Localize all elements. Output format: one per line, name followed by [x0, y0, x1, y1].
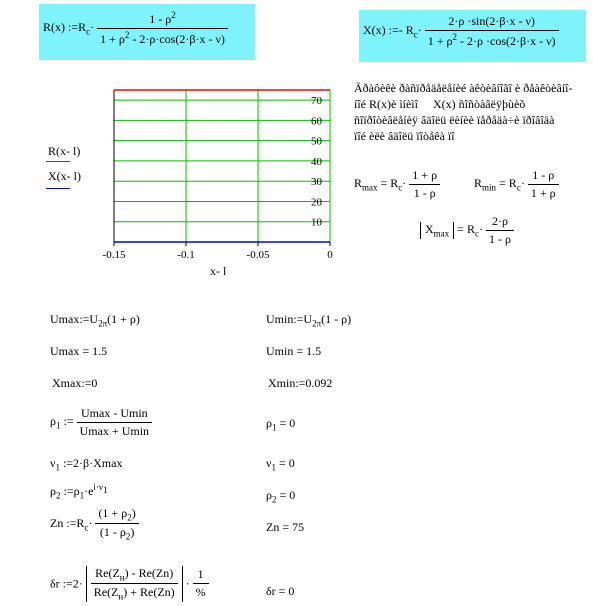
rho1-definition[interactable]: ρ1 := Umax - Umin Umax + Umin — [50, 406, 153, 439]
rx-formula: R(x) :=Rc· 1 - ρ2 1 + ρ2 - 2·ρ·cos(2·β·x… — [43, 10, 228, 47]
rx-formula-region[interactable] — [39, 4, 255, 60]
x-tick-label: 0 — [327, 249, 333, 261]
y-tick-label: 10 — [311, 217, 323, 229]
xmax-formula: Xmax = Rc· 2·ρ 1 - ρ — [420, 214, 514, 247]
rho1-result: ρ1 = 0 — [266, 416, 296, 433]
y-tick-label: 40 — [311, 156, 323, 168]
legend-x-line — [46, 188, 70, 189]
legend-r-label: R(x- l) — [48, 144, 81, 158]
umin-result: Umin = 1.5 — [266, 344, 322, 358]
r-x-chart[interactable]: 10 20 30 40 50 60 70 -0.15 -0.1 -0.05 0 — [40, 80, 340, 270]
y-tick-label: 70 — [311, 95, 323, 107]
rho2-definition[interactable]: ρ2 :=ρ1·ei·ν1 — [50, 482, 108, 501]
xmax-definition[interactable]: Xmax:=0 — [52, 376, 98, 390]
legend-r-line — [46, 161, 70, 162]
y-tick-label: 50 — [311, 136, 323, 148]
y-tick-label: 30 — [311, 176, 323, 188]
nu1-definition[interactable]: ν1 :=2·β·Xmax — [50, 456, 123, 473]
umax-result: Umax = 1.5 — [50, 344, 108, 358]
legend-x-label: X(x- l) — [48, 169, 81, 183]
umax-definition[interactable]: Umax:=U2π(1 + ρ) — [50, 312, 140, 329]
zn-result: Zn = 75 — [266, 520, 305, 534]
umin-definition[interactable]: Umin:=U2π(1 - ρ) — [266, 312, 352, 329]
x-tick-label: -0.05 — [247, 249, 270, 261]
chart-x-axis-label: x- l — [210, 264, 227, 278]
x-tick-label: -0.1 — [177, 249, 194, 261]
y-tick-label: 60 — [311, 115, 323, 127]
rho2-result: ρ2 = 0 — [266, 488, 296, 505]
dr-result: δr = 0 — [266, 584, 295, 598]
x-tick-label: -0.15 — [103, 249, 126, 261]
y-tick-label: 20 — [311, 196, 323, 208]
xmin-definition[interactable]: Xmin:=0.092 — [268, 376, 333, 390]
zn-definition[interactable]: Zn :=Rc· (1 + ρ2) (1 - ρ2) — [50, 506, 139, 542]
xx-formula-region[interactable] — [359, 10, 586, 62]
dr-definition[interactable]: δr :=2· Re(Zн) - Re(Zn) Re(Zн) + Re(Zn) … — [50, 566, 209, 602]
nu1-result: ν1 = 0 — [266, 456, 295, 473]
chart-caption: Ãðàôèêè ðàñïðåäåëåíèé àêòèâíîãî è ðåàêòè… — [354, 81, 573, 143]
xx-formula: X(x) :=- Rc· 2·ρ ·sin(2·β·x - ν) 1 + ρ2 … — [363, 14, 559, 49]
